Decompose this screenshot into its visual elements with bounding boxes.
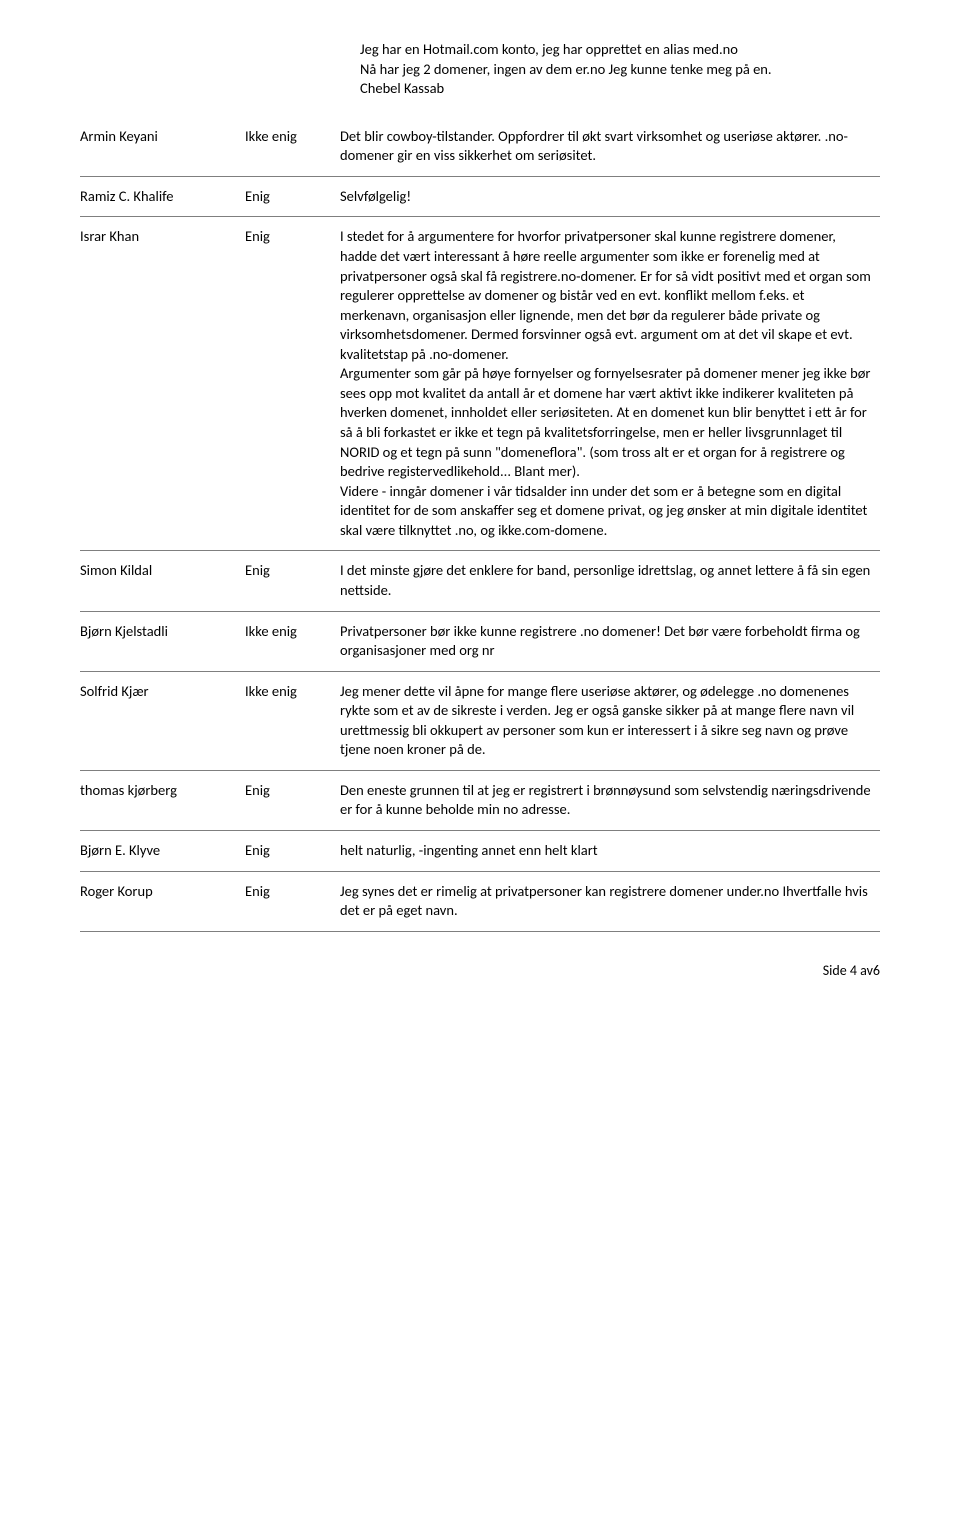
comment-cell: Det blir cowboy-tilstander. Oppfordrer t… (340, 117, 880, 177)
intro-line-2: Nå har jeg 2 domener, ingen av dem er.no… (360, 60, 880, 80)
comments-table: Armin KeyaniIkke enigDet blir cowboy-til… (80, 117, 880, 932)
status-cell: Enig (245, 551, 340, 611)
person-name: Armin Keyani (80, 117, 245, 177)
status-cell: Enig (245, 871, 340, 931)
person-name: thomas kjørberg (80, 770, 245, 830)
person-name: Israr Khan (80, 217, 245, 551)
status-cell: Enig (245, 831, 340, 872)
comment-cell: I stedet for å argumentere for hvorfor p… (340, 217, 880, 551)
table-row: Israr KhanEnigI stedet for å argumentere… (80, 217, 880, 551)
comment-cell: Privatpersoner bør ikke kunne registrere… (340, 611, 880, 671)
comment-cell: Selvfølgelig! (340, 176, 880, 217)
table-row: Roger KorupEnigJeg synes det er rimelig … (80, 871, 880, 931)
page-footer: Side 4 av6 (80, 962, 880, 979)
person-name: Bjørn E. Klyve (80, 831, 245, 872)
table-row: Solfrid KjærIkke enigJeg mener dette vil… (80, 671, 880, 770)
intro-line-1: Jeg har en Hotmail.com konto, jeg har op… (360, 40, 880, 60)
status-cell: Enig (245, 217, 340, 551)
table-row: Ramiz C. KhalifeEnigSelvfølgelig! (80, 176, 880, 217)
table-row: Bjørn KjelstadliIkke enigPrivatpersoner … (80, 611, 880, 671)
table-row: Simon KildalEnigI det minste gjøre det e… (80, 551, 880, 611)
person-name: Solfrid Kjær (80, 671, 245, 770)
person-name: Simon Kildal (80, 551, 245, 611)
table-row: Bjørn E. KlyveEnighelt naturlig, -ingent… (80, 831, 880, 872)
table-row: Armin KeyaniIkke enigDet blir cowboy-til… (80, 117, 880, 177)
status-cell: Ikke enig (245, 671, 340, 770)
comment-cell: helt naturlig, -ingenting annet enn helt… (340, 831, 880, 872)
comment-cell: Den eneste grunnen til at jeg er registr… (340, 770, 880, 830)
intro-line-3: Chebel Kassab (360, 79, 880, 99)
status-cell: Enig (245, 770, 340, 830)
comment-cell: I det minste gjøre det enklere for band,… (340, 551, 880, 611)
person-name: Roger Korup (80, 871, 245, 931)
person-name: Ramiz C. Khalife (80, 176, 245, 217)
comment-cell: Jeg mener dette vil åpne for mange flere… (340, 671, 880, 770)
status-cell: Ikke enig (245, 611, 340, 671)
intro-text: Jeg har en Hotmail.com konto, jeg har op… (360, 40, 880, 99)
status-cell: Enig (245, 176, 340, 217)
table-row: thomas kjørbergEnigDen eneste grunnen ti… (80, 770, 880, 830)
status-cell: Ikke enig (245, 117, 340, 177)
person-name: Bjørn Kjelstadli (80, 611, 245, 671)
comment-cell: Jeg synes det er rimelig at privatperson… (340, 871, 880, 931)
